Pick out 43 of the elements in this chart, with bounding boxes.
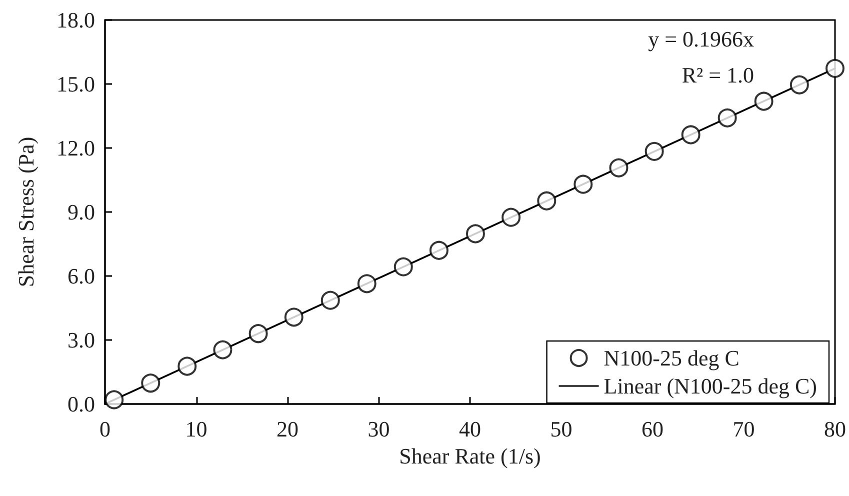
annotation: R² = 1.0	[682, 62, 754, 88]
point	[320, 290, 340, 310]
x-tick-label: 50	[550, 416, 572, 442]
y-tick-label: 9.0	[68, 200, 95, 224]
point	[466, 224, 485, 244]
point	[104, 390, 124, 410]
point	[213, 340, 232, 360]
point	[248, 324, 268, 344]
point	[394, 257, 413, 276]
x-tick-label: 80	[824, 416, 846, 442]
point	[502, 208, 521, 227]
y-tick-label: 6.0	[68, 264, 95, 288]
point	[790, 75, 809, 94]
x-tick-label: 10	[185, 416, 208, 442]
x-tick-label: 30	[368, 416, 390, 442]
point	[754, 92, 774, 111]
point	[429, 240, 448, 260]
legend-label: Linear (N100-25 deg C)	[604, 374, 818, 398]
x-tick-label: 60	[642, 416, 664, 442]
x-tick-label: 20	[276, 416, 298, 442]
point	[284, 308, 304, 327]
x-tick-label: 70	[732, 416, 755, 442]
point	[141, 374, 160, 393]
x-axis-title: Shear Rate (1/s)	[399, 443, 541, 468]
y-tick-label: 15.0	[56, 72, 95, 96]
legend-label: N100-25 deg C	[604, 346, 740, 370]
x-tick-label: 0	[100, 416, 110, 442]
point	[537, 191, 556, 210]
point	[178, 356, 197, 376]
y-tick-label: 18.0	[56, 8, 95, 32]
y-tick-label: 12.0	[56, 136, 95, 160]
y-axis-title: Shear Stress (Pa)	[14, 136, 38, 288]
point	[826, 58, 844, 78]
point	[574, 174, 593, 194]
point	[681, 125, 700, 144]
point	[644, 142, 664, 161]
annotation: y = 0.1966x	[648, 26, 754, 52]
point	[718, 108, 737, 128]
point	[357, 274, 376, 294]
y-tick-label: 0.0	[68, 392, 95, 416]
x-tick-label: 40	[459, 416, 481, 442]
point	[609, 158, 628, 178]
y-tick-label: 3.0	[68, 328, 95, 352]
